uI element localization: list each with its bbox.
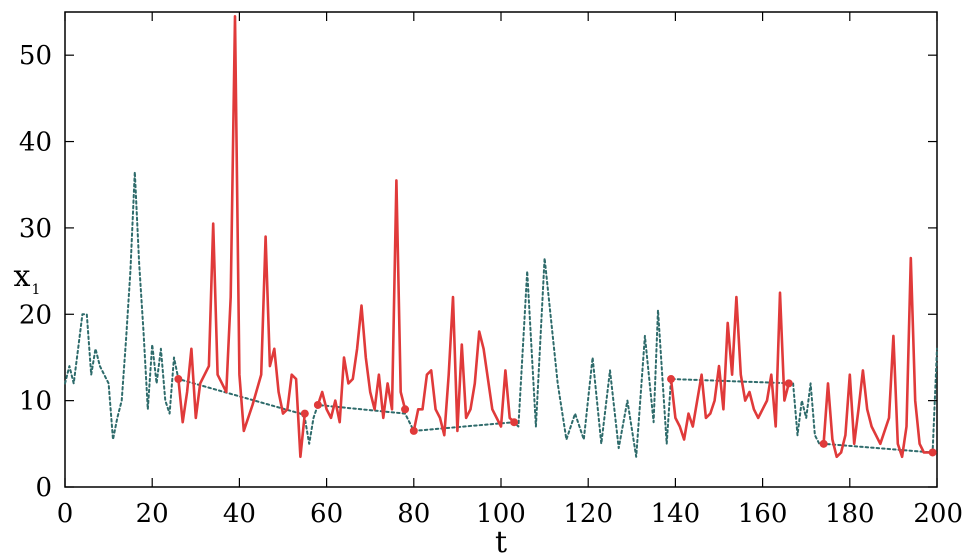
- x-tick-label: 20: [136, 499, 169, 529]
- solid-series-line: [669, 291, 791, 441]
- segment-marker: [313, 400, 322, 409]
- x-tick-label: 140: [651, 499, 701, 529]
- solid-series-line: [822, 256, 934, 459]
- segment-marker: [300, 409, 309, 418]
- y-tick-label: 20: [19, 300, 52, 330]
- solid-series-line: [316, 179, 407, 424]
- segment-marker: [401, 405, 410, 414]
- segment-marker: [819, 439, 828, 448]
- y-axis: 0 10 20 30 40 50: [19, 41, 937, 503]
- segment-marker: [667, 375, 676, 384]
- y-tick-label: 40: [19, 128, 52, 158]
- y-tick-label: 10: [19, 387, 52, 417]
- x-tick-label: 180: [825, 499, 875, 529]
- segment-marker: [510, 418, 519, 427]
- y-axis-title-subscript: 1: [32, 282, 41, 298]
- x-tick-label: 160: [738, 499, 788, 529]
- x-tick-label: 40: [223, 499, 256, 529]
- segment-marker: [784, 379, 793, 388]
- y-tick-label: 30: [19, 214, 52, 244]
- y-axis-title: x: [14, 259, 31, 294]
- segment-marker: [409, 426, 418, 435]
- y-tick-label: 50: [19, 41, 52, 71]
- solid-series-line: [177, 15, 307, 459]
- solid-series-line: [412, 295, 516, 437]
- x-tick-label: 120: [563, 499, 613, 529]
- x-axis-title: t: [495, 525, 507, 555]
- marker-group: [174, 375, 937, 457]
- x-tick-label: 100: [476, 499, 526, 529]
- dotted-series-line: [64, 170, 938, 458]
- x-tick-label: 0: [57, 499, 74, 529]
- x-tick-label: 80: [397, 499, 430, 529]
- x-tick-label: 200: [913, 499, 963, 529]
- segment-marker: [174, 375, 183, 384]
- x-tick-label: 60: [310, 499, 343, 529]
- plot-area: [64, 11, 938, 488]
- x-axis: 0 20 40 60 80 100 120 140 160 180 200: [57, 12, 963, 529]
- y-tick-label: 0: [35, 473, 52, 503]
- segment-marker: [928, 448, 937, 457]
- series-group: [64, 15, 938, 459]
